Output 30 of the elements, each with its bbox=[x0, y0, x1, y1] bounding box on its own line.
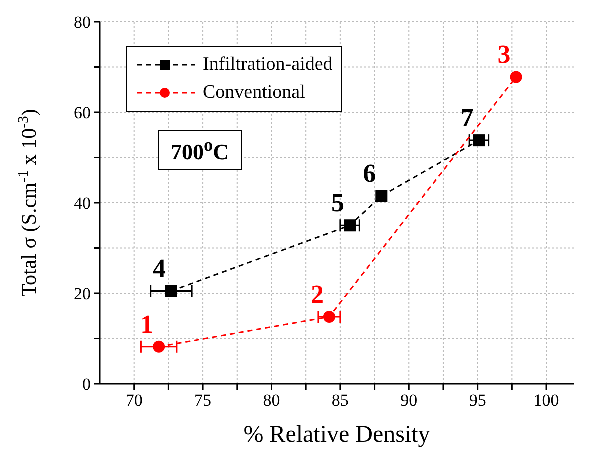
point bbox=[376, 190, 388, 202]
point bbox=[510, 71, 522, 84]
x-tick-label: 80 bbox=[263, 391, 280, 410]
y-tick-label: 60 bbox=[74, 104, 91, 123]
legend-label: Conventional bbox=[203, 82, 306, 104]
x-tick-label: 95 bbox=[469, 391, 486, 410]
x-tick-label: 90 bbox=[400, 391, 418, 410]
y-tick-label: 0 bbox=[82, 375, 91, 394]
x-tick-label: 85 bbox=[332, 391, 349, 410]
y-tick-label: 40 bbox=[74, 194, 91, 214]
point bbox=[153, 340, 166, 353]
point bbox=[323, 311, 336, 324]
annotation: 2 bbox=[310, 280, 324, 310]
annotation: 700$^{o}$C bbox=[158, 130, 242, 170]
x-axis-title: % Relative Density bbox=[244, 422, 430, 448]
annotation: 6 bbox=[363, 159, 376, 188]
legend-label: Infiltration-aided bbox=[203, 54, 333, 76]
annotation: 1 bbox=[140, 310, 154, 339]
annotation: 3 bbox=[498, 40, 511, 70]
annotation: 4 bbox=[152, 254, 166, 284]
annotation: 5 bbox=[332, 188, 345, 218]
y-tick-label: 80 bbox=[74, 13, 91, 32]
x-tick-label: 100 bbox=[534, 391, 560, 410]
x-tick-label: 75 bbox=[194, 391, 212, 410]
point bbox=[344, 220, 356, 232]
y-tick-label: 20 bbox=[74, 284, 91, 304]
point bbox=[165, 285, 178, 298]
point bbox=[473, 134, 486, 147]
x-tick-label: 70 bbox=[126, 391, 143, 410]
annotation: 7 bbox=[460, 104, 474, 133]
